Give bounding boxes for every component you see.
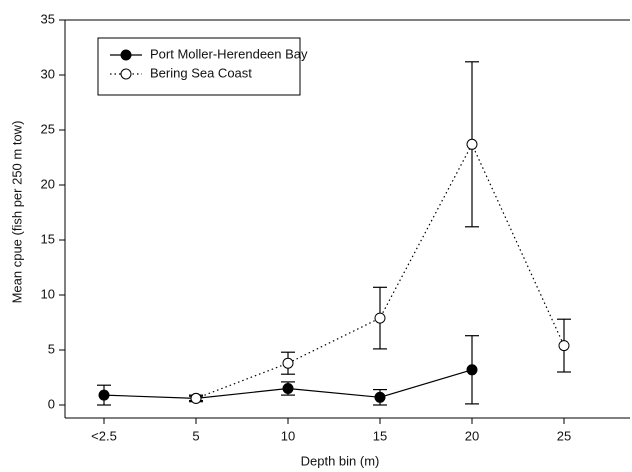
y-tick-label: 20 — [41, 176, 55, 191]
series-line — [195, 142, 565, 399]
x-tick-label: 10 — [281, 428, 295, 443]
x-axis-label: Depth bin (m) — [301, 453, 380, 468]
x-tick-label: 25 — [557, 428, 571, 443]
legend-marker — [120, 68, 132, 80]
point — [282, 357, 294, 369]
point — [466, 138, 478, 150]
y-axis-label: Mean cpue (fish per 250 m tow) — [9, 121, 24, 304]
legend-label: Bering Sea Coast — [150, 65, 252, 80]
y-tick-label: 5 — [48, 341, 55, 356]
x-tick-label: 15 — [373, 428, 387, 443]
x-tick-label: <2.5 — [91, 428, 117, 443]
legend-label: Port Moller-Herendeen Bay — [150, 46, 308, 61]
legend-box — [97, 37, 301, 96]
point — [282, 383, 294, 394]
point — [466, 364, 478, 376]
point — [558, 340, 570, 352]
point — [374, 312, 386, 324]
legend-marker — [120, 49, 132, 61]
y-tick-label: 10 — [41, 286, 55, 301]
y-tick-label: 30 — [41, 66, 55, 81]
x-tick-label: 20 — [465, 428, 479, 443]
y-tick-label: 15 — [41, 231, 55, 246]
point — [190, 392, 202, 404]
point — [98, 389, 110, 401]
y-tick-label: 25 — [41, 121, 55, 136]
x-tick-label: 5 — [192, 428, 199, 443]
y-tick-label: 0 — [48, 396, 55, 411]
point — [374, 391, 386, 403]
y-tick-label: 35 — [41, 11, 55, 26]
